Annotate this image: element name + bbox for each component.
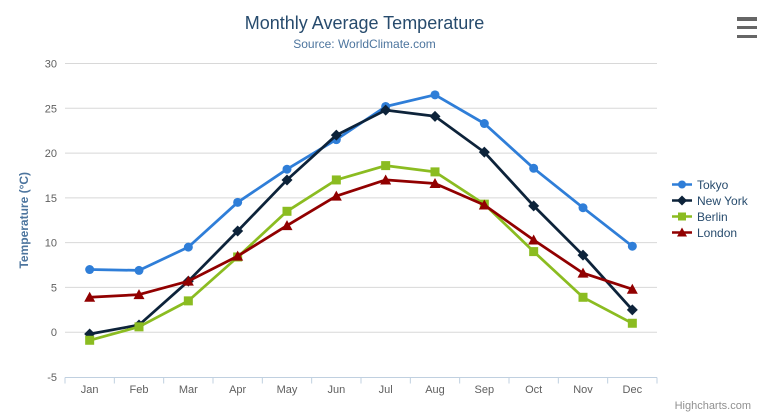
svg-text:Jan: Jan [81, 384, 99, 396]
export-menu-button[interactable] [734, 15, 760, 40]
svg-text:25: 25 [45, 103, 57, 115]
legend-item-new-york[interactable]: New York [671, 193, 748, 208]
svg-text:Dec: Dec [623, 384, 643, 396]
credits-link[interactable]: Highcharts.com [674, 400, 751, 412]
svg-text:Jun: Jun [327, 384, 345, 396]
diamond-series-marker-icon [672, 195, 692, 206]
legend-label: London [697, 225, 738, 240]
legend-label: Tokyo [697, 177, 729, 192]
circle-series-marker-icon [672, 180, 692, 189]
svg-text:5: 5 [51, 282, 57, 294]
square-series-marker-icon [672, 212, 692, 221]
legend-item-tokyo[interactable]: Tokyo [671, 177, 748, 192]
svg-text:30: 30 [45, 59, 57, 71]
svg-text:Aug: Aug [425, 384, 445, 396]
svg-text:Mar: Mar [179, 384, 198, 396]
hamburger-menu-icon [737, 17, 757, 21]
svg-text:Nov: Nov [573, 384, 593, 396]
svg-text:Jul: Jul [379, 384, 393, 396]
svg-text:Apr: Apr [229, 384, 246, 396]
svg-text:Sep: Sep [475, 384, 495, 396]
svg-text:10: 10 [45, 238, 57, 250]
chart-title: Monthly Average Temperature [244, 13, 485, 33]
legend-item-berlin[interactable]: Berlin [671, 209, 748, 224]
svg-text:Temperature (°C): Temperature (°C) [17, 172, 31, 269]
svg-text:15: 15 [45, 193, 57, 205]
legend-label: Berlin [697, 209, 728, 224]
legend: Tokyo New York Berlin London [671, 177, 748, 240]
svg-text:May: May [277, 384, 298, 396]
svg-text:0: 0 [51, 327, 57, 339]
triangle-series-marker-icon [672, 227, 692, 237]
svg-text:Feb: Feb [130, 384, 149, 396]
legend-label: New York [697, 193, 748, 208]
svg-text:Oct: Oct [525, 384, 542, 396]
svg-text:-5: -5 [47, 372, 57, 384]
svg-text:20: 20 [45, 148, 57, 160]
legend-item-london[interactable]: London [671, 225, 748, 240]
chart-subtitle: Source: WorldClimate.com [293, 37, 436, 51]
